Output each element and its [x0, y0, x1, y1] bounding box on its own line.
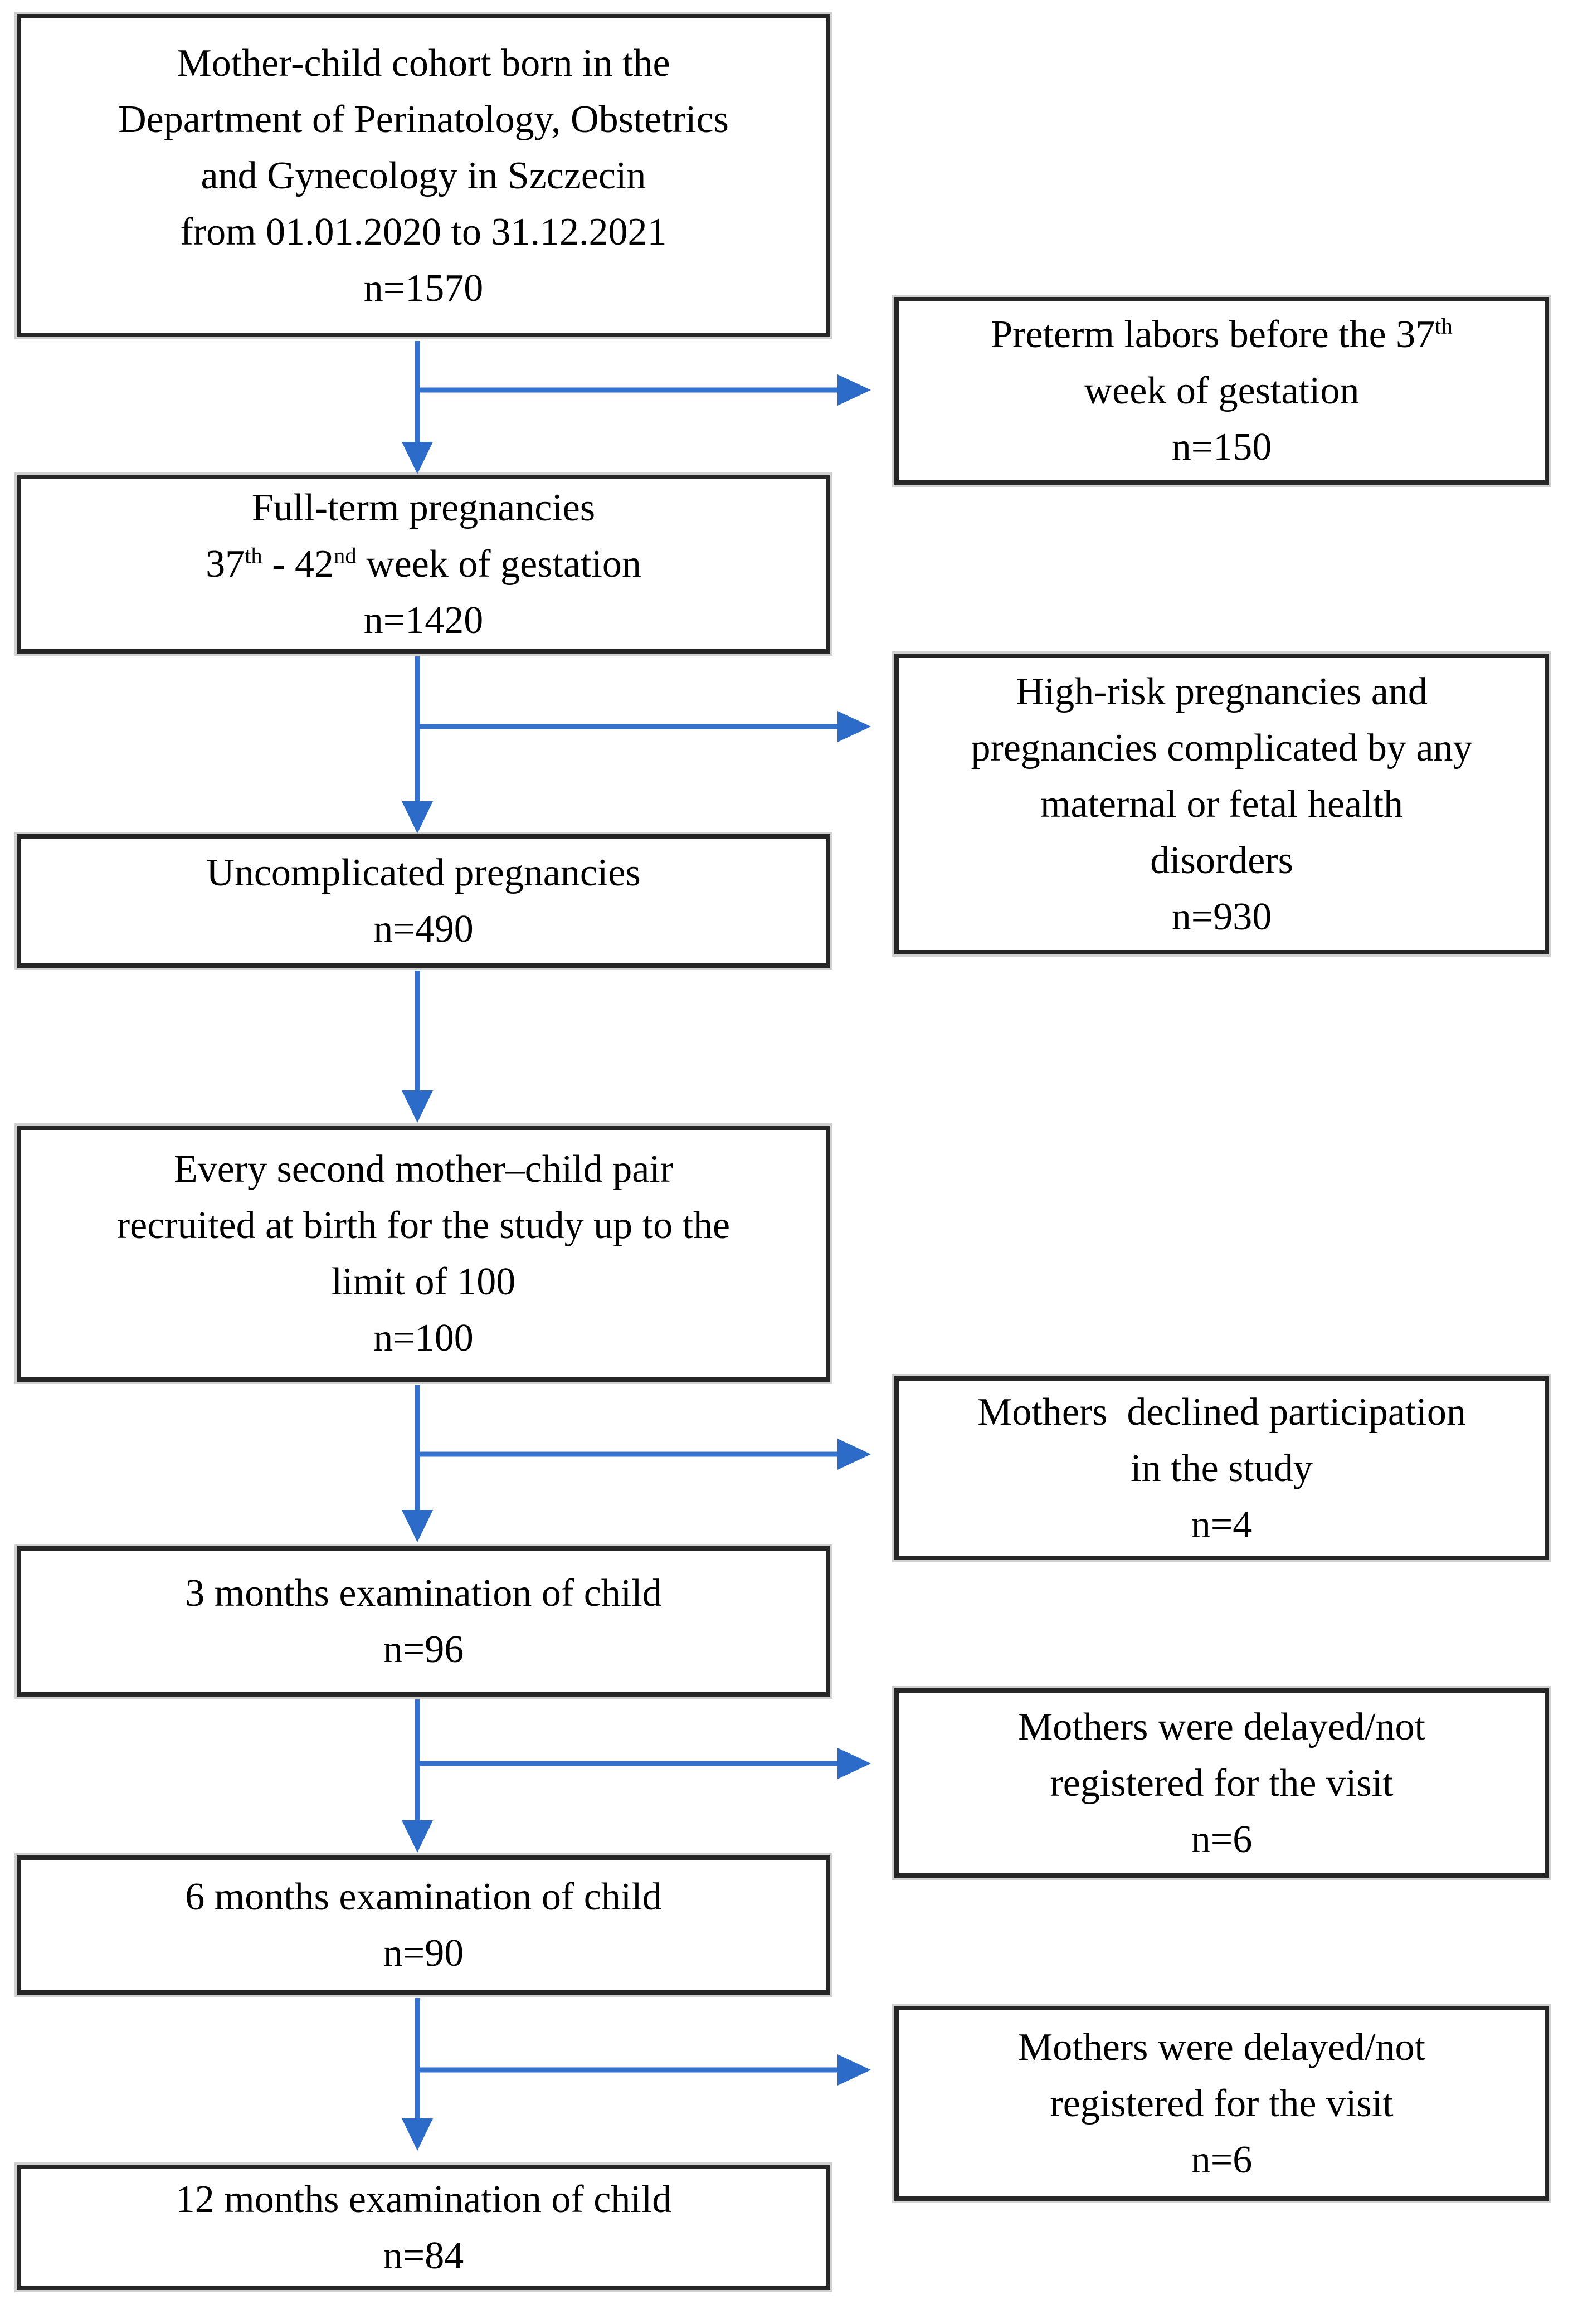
box-line: Mothers were delayed/not: [1018, 2025, 1425, 2069]
box-line: Department of Perinatology, Obstetrics: [118, 98, 729, 141]
box-line: 6 months examination of child: [185, 1875, 662, 1918]
box-line: Every second mother–child pair: [173, 1148, 674, 1191]
box-line: in the study: [1131, 1446, 1313, 1490]
box-count: n=100: [373, 1317, 474, 1360]
box-line: High-risk pregnancies and: [1016, 670, 1428, 713]
box-mothers-declined: Mothers declined participation in the st…: [894, 1376, 1549, 1560]
box-line: recruited at birth for the study up to t…: [116, 1204, 731, 1247]
box-uncomplicated-pregnancies: Uncomplicated pregnancies n=490: [17, 834, 830, 968]
box-count: n=96: [383, 1628, 464, 1671]
box-highrisk-pregnancies: High-risk pregnancies and pregnancies co…: [894, 654, 1549, 954]
box-line: and Gynecology in Szczecin: [201, 154, 646, 197]
box-line: maternal or fetal health: [1040, 782, 1404, 826]
box-count: n=1420: [363, 599, 484, 642]
box-line: Mothers were delayed/not: [1018, 1705, 1425, 1748]
arrow-fullterm-to-uncomplicated: [402, 656, 433, 834]
box-count: n=930: [1171, 895, 1272, 938]
box-count: n=490: [373, 908, 474, 951]
box-count: n=6: [1191, 2138, 1253, 2181]
box-count: n=4: [1191, 1503, 1253, 1546]
box-mothers-delayed-6m: Mothers were delayed/not registered for …: [894, 1688, 1549, 1878]
box-count: n=1570: [363, 266, 484, 310]
box-line: pregnancies complicated by any: [971, 726, 1473, 769]
box-line: 37th - 42nd week of gestation: [206, 543, 641, 586]
box-preterm-labors: Preterm labors before the 37th week of g…: [894, 297, 1549, 485]
box-line: registered for the visit: [1050, 1761, 1394, 1805]
box-line: from 01.01.2020 to 31.12.2021: [180, 210, 667, 254]
box-mothers-delayed-12m: Mothers were delayed/not registered for …: [894, 2006, 1549, 2201]
box-count: n=90: [383, 1932, 464, 1975]
arrow-exam3-to-exam6: [402, 1699, 433, 1853]
box-count: n=150: [1171, 426, 1272, 469]
arrow-branch-to-preterm: [417, 374, 871, 406]
box-count: n=6: [1191, 1818, 1253, 1861]
arrow-cohort-to-fullterm: [402, 341, 433, 474]
box-recruited-pairs: Every second mother–child pair recruited…: [17, 1126, 830, 1382]
box-line: Preterm labors before the 37th: [991, 313, 1453, 356]
box-line: 3 months examination of child: [185, 1572, 662, 1615]
box-line: Full-term pregnancies: [251, 486, 596, 529]
arrow-branch-to-highrisk: [417, 711, 871, 742]
arrow-branch-to-delayed6: [417, 1748, 871, 1779]
box-line: limit of 100: [331, 1260, 516, 1303]
arrow-exam6-to-exam12: [402, 1998, 433, 2151]
box-fullterm-pregnancies: Full-term pregnancies 37th - 42nd week o…: [17, 475, 830, 654]
box-12-months-exam: 12 months examination of child n=84: [17, 2165, 830, 2290]
box-count: n=84: [383, 2234, 464, 2277]
box-line: Uncomplicated pregnancies: [206, 851, 641, 894]
box-line: week of gestation: [1084, 369, 1360, 412]
arrow-branch-to-delayed12: [417, 2054, 871, 2086]
box-line: Mother-child cohort born in the: [177, 41, 670, 85]
box-3-months-exam: 3 months examination of child n=96: [17, 1546, 830, 1697]
box-line: registered for the visit: [1050, 2082, 1394, 2125]
arrow-uncomplicated-to-recruited: [402, 971, 433, 1123]
arrow-branch-to-declined: [417, 1439, 871, 1470]
arrow-recruited-to-exam3: [402, 1385, 433, 1542]
box-line: Mothers declined participation: [977, 1390, 1466, 1434]
box-line: disorders: [1150, 839, 1293, 882]
box-line: 12 months examination of child: [175, 2177, 672, 2221]
box-6-months-exam: 6 months examination of child n=90: [17, 1855, 830, 1995]
box-cohort: Mother-child cohort born in the Departme…: [17, 14, 830, 337]
